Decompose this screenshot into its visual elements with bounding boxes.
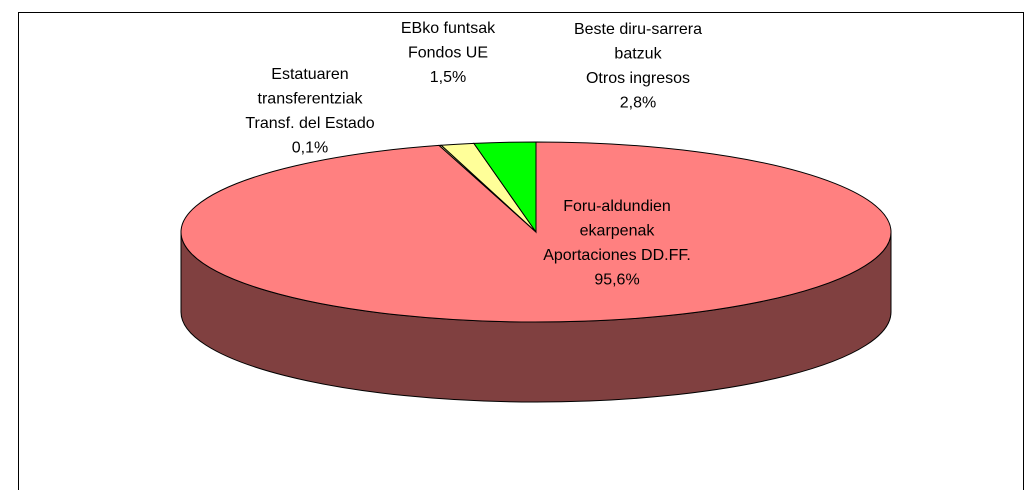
chart-border — [18, 12, 1024, 490]
slice-value-label: 0,1% — [292, 140, 328, 157]
slice-label: Foru-aldundien — [563, 198, 671, 215]
slice-label: ekarpenak — [580, 223, 656, 240]
pie-slice — [472, 141, 537, 234]
slice-label: EBko funtsak — [401, 20, 496, 37]
slice-label: Transf. del Estado — [245, 115, 374, 132]
slice-label: transferentziak — [258, 91, 364, 108]
slice-label: Aportaciones DD.FF. — [543, 247, 691, 264]
slice-label: Fondos UE — [408, 45, 488, 62]
slice-label: Beste diru-sarrera — [574, 21, 702, 38]
slice-label: Estatuaren — [271, 66, 348, 83]
slice-value-label: 95,6% — [594, 272, 639, 289]
slice-value-label: 1,5% — [430, 69, 466, 86]
slice-label: batzuk — [614, 46, 662, 63]
slice-value-label: 2,8% — [620, 95, 656, 112]
slice-label: Otros ingresos — [586, 70, 690, 87]
